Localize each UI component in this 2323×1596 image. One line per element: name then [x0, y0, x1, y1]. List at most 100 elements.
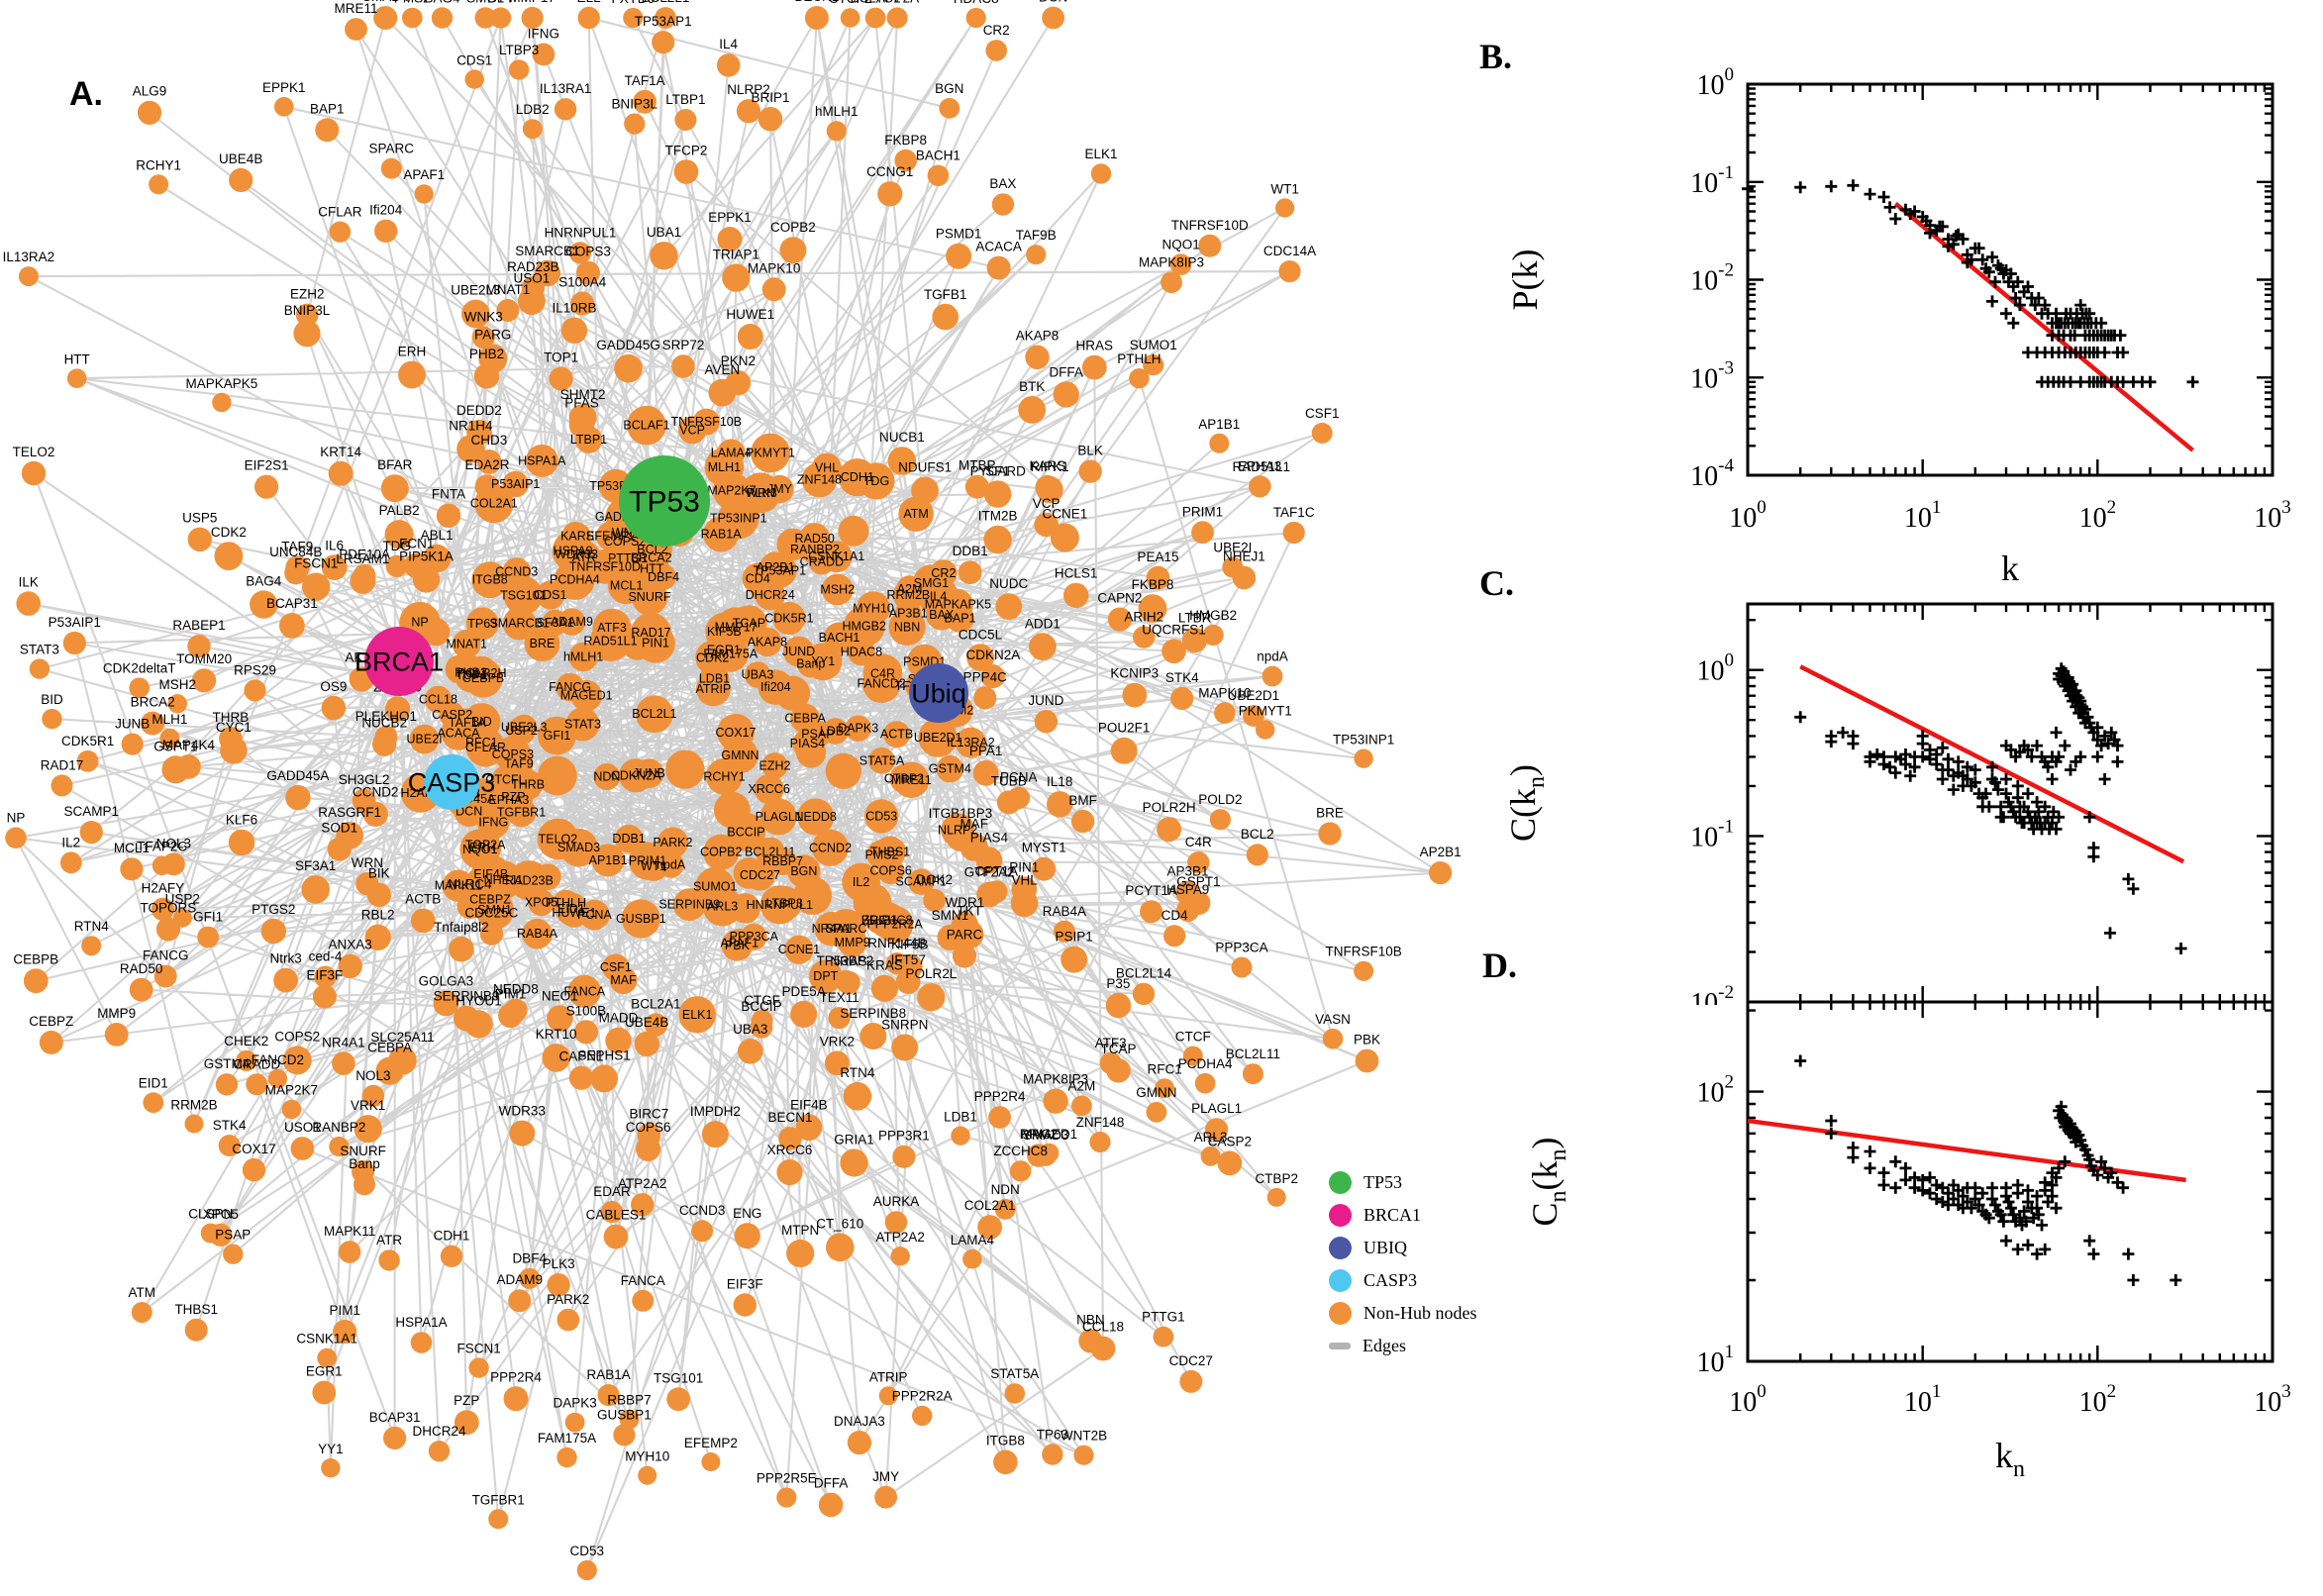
gene-node-label: CCNG1 — [866, 164, 913, 179]
gene-node-label: GTF2A2 — [964, 865, 1015, 880]
gene-node — [825, 1050, 850, 1076]
gene-node — [1354, 748, 1373, 768]
gene-node — [519, 1267, 541, 1289]
gene-node — [568, 642, 598, 672]
gene-node-label: TSG101 — [654, 1370, 703, 1385]
gene-node-label: FAM175A — [538, 1431, 596, 1446]
gene-node-label: SOD1 — [321, 821, 357, 836]
gene-node — [556, 1446, 577, 1468]
gene-node — [454, 1005, 479, 1032]
gene-node — [522, 119, 543, 140]
gene-node-label: PPP3CA — [730, 930, 779, 944]
gene-node — [894, 149, 917, 172]
gene-node-label: HUWE1 — [552, 906, 596, 920]
gene-node-label: BLK — [1077, 443, 1103, 457]
gene-node-label: TP63 — [467, 617, 497, 631]
network-nodes — [5, 6, 1453, 1581]
gene-node-label: IFT57 — [891, 952, 926, 967]
gene-node — [1155, 1078, 1174, 1099]
gene-node — [1007, 786, 1031, 810]
gene-node — [1217, 1150, 1243, 1176]
gene-node-label: ACTB — [880, 728, 913, 742]
gene-node — [991, 193, 1015, 216]
gene-node-label: CLSPN — [188, 1207, 233, 1222]
gene-node-label: BECN1 — [767, 1110, 812, 1125]
gene-node-label: TP53INP1 — [710, 512, 767, 526]
gene-node — [1071, 1095, 1092, 1117]
legend-node-swatch — [1329, 1203, 1352, 1227]
gene-node — [1161, 271, 1182, 294]
gene-node-label: ATM — [129, 1285, 156, 1300]
gene-node — [651, 563, 677, 590]
gene-node — [1249, 475, 1271, 498]
x-axis-title: kn — [1995, 1436, 2025, 1482]
gene-node — [121, 733, 144, 755]
legend-label: Non-Hub nodes — [1364, 1302, 1477, 1323]
gene-node-label: YY1 — [318, 1442, 344, 1456]
gene-node-label: RANBP2 — [312, 1120, 365, 1135]
gene-node-label: STK4 — [1165, 670, 1199, 685]
gene-node — [1153, 1326, 1174, 1347]
gene-node-label: AP2B1 — [1420, 845, 1462, 859]
gene-node — [605, 1027, 632, 1054]
gene-node-label: PYCARD — [970, 463, 1027, 478]
gene-node-label: RABEP1 — [172, 618, 225, 633]
gene-node-label: PLAGL1 — [1191, 1101, 1242, 1116]
gene-node — [411, 908, 436, 934]
gene-node-label: FANCD2 — [858, 677, 906, 691]
gene-node-label: LTBP3 — [766, 897, 803, 911]
hub-node-ubiq — [909, 663, 968, 723]
gene-node-label: P35 — [1106, 976, 1130, 991]
gene-node — [877, 181, 903, 207]
gene-node-label: CDH1 — [434, 1229, 470, 1244]
gene-node-label: EIF2S1 — [245, 458, 289, 473]
gene-node — [717, 439, 746, 467]
gene-node — [840, 1148, 868, 1177]
gene-node-label: JMY — [872, 1469, 899, 1484]
gene-node-label: SMG1 — [914, 576, 949, 590]
gene-node — [977, 1215, 1002, 1240]
gene-node — [1034, 710, 1059, 734]
gene-node — [524, 626, 560, 661]
gene-node-label: PARC — [947, 927, 983, 942]
gene-node-label: BACH1 — [916, 149, 960, 163]
gene-node-label: PPP2R5E — [757, 1470, 817, 1485]
gene-node-label: ATR — [572, 550, 596, 564]
gene-node — [725, 370, 752, 396]
gene-node-label: UBE2L3 — [501, 721, 548, 735]
gene-node — [576, 260, 600, 285]
gene-node — [570, 679, 602, 712]
gene-node — [445, 654, 474, 684]
gene-node-label: IL4 — [719, 37, 738, 51]
gene-node-label: TNFRSF10B — [1325, 945, 1401, 959]
gene-node — [1042, 1444, 1063, 1465]
gene-node-label: SHMT2 — [560, 387, 606, 402]
gene-node — [362, 801, 388, 827]
gene-node-label: TELO2 — [539, 832, 578, 846]
gene-node-label: ARIH2 — [1124, 609, 1163, 624]
gene-node-label: COPS3 — [565, 245, 611, 259]
gene-node — [568, 412, 595, 438]
gene-node — [228, 829, 255, 856]
gene-node — [555, 559, 595, 600]
gene-node-label: FANCA — [621, 1273, 665, 1288]
gene-node-label: EPHA3 — [1238, 458, 1281, 473]
gene-node-label: CHEK2 — [224, 1034, 268, 1048]
gene-node-label: DPT — [813, 969, 838, 983]
gene-node-label: HSPA9 — [554, 545, 593, 558]
gene-node — [409, 724, 440, 754]
gene-node — [801, 461, 838, 498]
gene-node-label: ARL3 — [707, 900, 738, 914]
gene-node — [838, 458, 877, 497]
gene-node — [812, 829, 849, 866]
gene-node — [509, 1120, 536, 1147]
gene-node-label: LTBR — [1178, 611, 1212, 626]
gene-node-label: NOL3 — [156, 836, 191, 850]
gene-node-label: Ntrk3 — [269, 951, 301, 966]
gene-node-label: NUDC — [989, 576, 1028, 591]
gene-node-label: AKAP8 — [1016, 329, 1060, 344]
gene-node — [267, 1068, 288, 1089]
gene-node-label: PKN2 — [721, 353, 756, 368]
gene-node-label: LAMA4 — [951, 1233, 995, 1247]
gene-node — [593, 763, 621, 790]
